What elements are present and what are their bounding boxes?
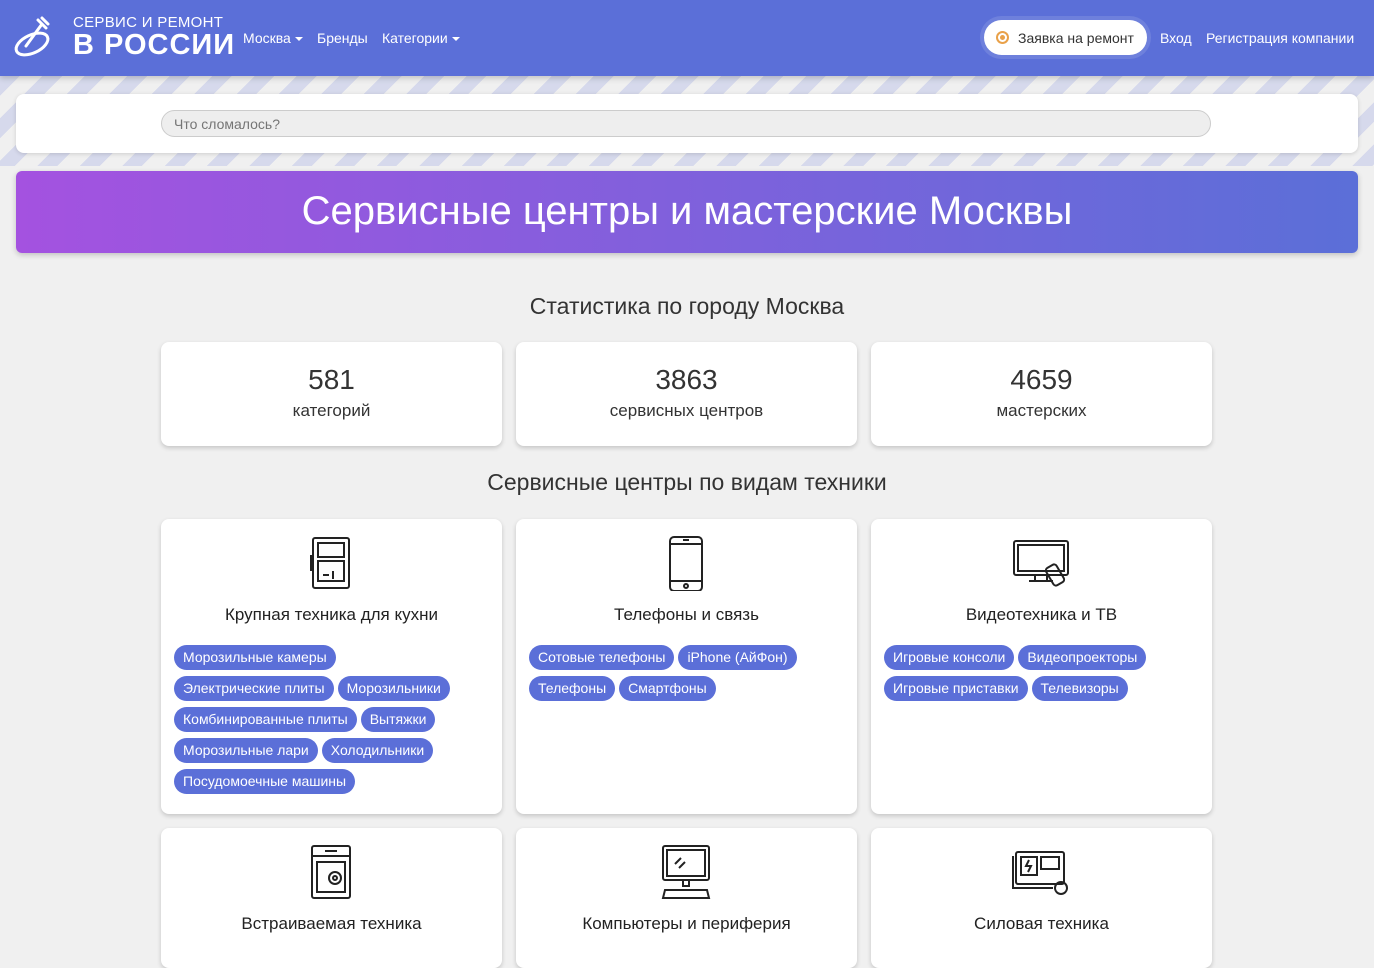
category-title[interactable]: Телефоны и связь: [614, 605, 759, 624]
built-in-oven-icon: [311, 845, 351, 899]
stat-value: 4659: [1010, 364, 1073, 395]
request-repair-button[interactable]: Заявка на ремонт: [984, 20, 1147, 55]
tag-link[interactable]: Комбинированные плиты: [174, 707, 357, 732]
nav-categories-dropdown[interactable]: Категории: [382, 30, 460, 46]
tag-link[interactable]: Холодильники: [321, 738, 434, 763]
category-card[interactable]: Телефоны и связь Сотовые телефоны iPhone…: [516, 519, 857, 814]
tag-link[interactable]: Телефоны: [529, 676, 616, 701]
smartphone-icon: [669, 536, 703, 591]
stat-label: мастерских: [996, 401, 1087, 420]
category-title[interactable]: Компьютеры и периферия: [582, 914, 791, 933]
search-panel: [16, 94, 1358, 153]
header: СЕРВИС И РЕМОНТ В РОССИИ Москва Бренды К…: [0, 0, 1374, 76]
computer-icon: [661, 845, 711, 899]
stat-value: 3863: [655, 364, 718, 395]
tag-link[interactable]: Вытяжки: [360, 707, 436, 732]
tag-link[interactable]: Сотовые телефоны: [529, 645, 675, 670]
category-card[interactable]: Крупная техника для кухни Морозильные ка…: [161, 519, 502, 814]
categories-heading: Сервисные центры по видам техники: [487, 469, 887, 495]
category-card[interactable]: Силовая техника: [871, 828, 1212, 968]
page-title-banner: Сервисные центры и мастерские Москвы: [16, 171, 1358, 253]
category-card[interactable]: Встраиваемая техника: [161, 828, 502, 968]
logo-wrench-dish-icon: [14, 16, 50, 57]
tag-link[interactable]: iPhone (АйФон): [678, 645, 797, 670]
tag-link[interactable]: Смартфоны: [619, 676, 716, 701]
login-link[interactable]: Вход: [1160, 30, 1192, 46]
tag-link[interactable]: Телевизоры: [1031, 676, 1128, 701]
tag-link[interactable]: Электрические плиты: [174, 676, 334, 701]
tag-link[interactable]: Видеопроекторы: [1018, 645, 1147, 670]
kitchen-appliance-icon: [310, 537, 350, 589]
category-title[interactable]: Встраиваемая техника: [241, 914, 422, 933]
stats-heading: Статистика по городу Москва: [529, 293, 845, 319]
logo-line1[interactable]: СЕРВИС И РЕМОНТ: [73, 14, 224, 31]
register-company-link[interactable]: Регистрация компании: [1206, 30, 1355, 46]
stat-label: сервисных центров: [609, 401, 764, 420]
category-card[interactable]: Видеотехника и ТВ Игровые консоли Видеоп…: [871, 519, 1212, 814]
nav-city-dropdown[interactable]: Москва: [243, 30, 303, 46]
tv-remote-icon: [1013, 540, 1069, 587]
category-title[interactable]: Крупная техника для кухни: [225, 605, 438, 624]
stat-card: 581 категорий: [161, 342, 502, 446]
category-title[interactable]: Силовая техника: [974, 914, 1109, 933]
stat-card: 3863 сервисных центров: [516, 342, 857, 446]
radio-dot-icon: [996, 31, 1009, 44]
tag-link[interactable]: Игровые приставки: [884, 676, 1028, 701]
tag-link[interactable]: Морозильные лари: [174, 738, 318, 763]
tag-link[interactable]: Морозильники: [337, 676, 450, 701]
request-repair-label: Заявка на ремонт: [1018, 30, 1134, 46]
tag-link[interactable]: Посудомоечные машины: [174, 769, 356, 794]
category-title[interactable]: Видеотехника и ТВ: [965, 605, 1118, 624]
stat-value: 581: [308, 364, 355, 395]
search-input[interactable]: [161, 110, 1211, 137]
category-card[interactable]: Компьютеры и периферия: [516, 828, 857, 968]
stat-card: 4659 мастерских: [871, 342, 1212, 446]
nav-brands[interactable]: Бренды: [317, 30, 368, 46]
tag-link[interactable]: Морозильные камеры: [174, 645, 336, 670]
stat-label: категорий: [292, 401, 371, 420]
logo-line2[interactable]: В РОССИИ: [73, 29, 236, 61]
tag-link[interactable]: Игровые консоли: [884, 645, 1015, 670]
generator-icon: [1012, 851, 1068, 895]
